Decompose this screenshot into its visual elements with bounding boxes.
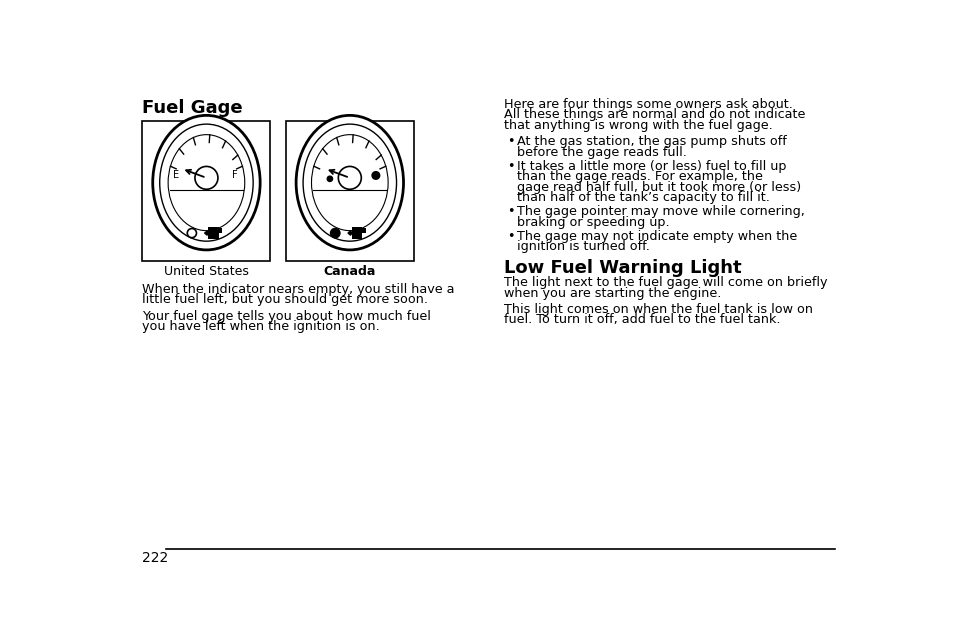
FancyArrow shape	[348, 231, 352, 235]
Ellipse shape	[303, 124, 396, 241]
Text: The light next to the fuel gage will come on briefly: The light next to the fuel gage will com…	[504, 276, 827, 289]
Text: This light comes on when the fuel tank is low on: This light comes on when the fuel tank i…	[504, 303, 813, 316]
Text: The gage may not indicate empty when the: The gage may not indicate empty when the	[517, 230, 797, 243]
Ellipse shape	[295, 115, 403, 250]
Ellipse shape	[312, 135, 388, 231]
Ellipse shape	[159, 124, 253, 241]
Text: little fuel left, but you should get more soon.: little fuel left, but you should get mor…	[142, 293, 428, 306]
Text: United States: United States	[164, 265, 249, 278]
Text: ignition is turned off.: ignition is turned off.	[517, 240, 649, 253]
Circle shape	[372, 172, 379, 179]
Text: gage read half full, but it took more (or less): gage read half full, but it took more (o…	[517, 181, 801, 193]
Circle shape	[327, 176, 333, 181]
Ellipse shape	[152, 115, 260, 250]
Circle shape	[338, 167, 361, 190]
Bar	[286, 121, 414, 261]
Text: At the gas station, the gas pump shuts off: At the gas station, the gas pump shuts o…	[517, 135, 786, 148]
Text: than the gage reads. For example, the: than the gage reads. For example, the	[517, 170, 761, 183]
Text: 222: 222	[142, 551, 169, 565]
Text: When the indicator nears empty, you still have a: When the indicator nears empty, you stil…	[142, 282, 455, 296]
Circle shape	[194, 167, 217, 190]
Text: that anything is wrong with the fuel gage.: that anything is wrong with the fuel gag…	[504, 119, 772, 132]
Text: braking or speeding up.: braking or speeding up.	[517, 216, 669, 229]
Circle shape	[331, 228, 339, 238]
Text: The gage pointer may move while cornering,: The gage pointer may move while cornerin…	[517, 205, 804, 218]
Bar	[362, 228, 365, 233]
Text: when you are starting the engine.: when you are starting the engine.	[504, 287, 721, 300]
Text: Here are four things some owners ask about.: Here are four things some owners ask abo…	[504, 98, 793, 111]
Bar	[142, 121, 270, 261]
FancyArrow shape	[204, 231, 208, 235]
Text: •: •	[506, 205, 514, 218]
Text: It takes a little more (or less) fuel to fill up: It takes a little more (or less) fuel to…	[517, 160, 785, 173]
Text: fuel. To turn it off, add fuel to the fuel tank.: fuel. To turn it off, add fuel to the fu…	[504, 314, 781, 326]
Text: Fuel Gage: Fuel Gage	[142, 99, 243, 118]
Ellipse shape	[168, 135, 245, 231]
Text: you have left when the ignition is on.: you have left when the ignition is on.	[142, 320, 380, 333]
Text: •: •	[506, 160, 514, 173]
Bar	[219, 228, 222, 233]
Text: •: •	[506, 230, 514, 243]
Circle shape	[187, 228, 196, 238]
Text: F: F	[233, 170, 237, 181]
Bar	[208, 227, 219, 239]
Text: Low Fuel Warning Light: Low Fuel Warning Light	[504, 259, 741, 277]
Bar	[352, 227, 362, 239]
Text: Canada: Canada	[323, 265, 375, 278]
Text: E: E	[173, 170, 179, 181]
Text: •: •	[506, 135, 514, 148]
Text: than half of the tank’s capacity to fill it.: than half of the tank’s capacity to fill…	[517, 191, 769, 204]
Text: Your fuel gage tells you about how much fuel: Your fuel gage tells you about how much …	[142, 310, 431, 322]
Text: before the gage reads full.: before the gage reads full.	[517, 146, 686, 158]
Text: All these things are normal and do not indicate: All these things are normal and do not i…	[504, 108, 805, 121]
